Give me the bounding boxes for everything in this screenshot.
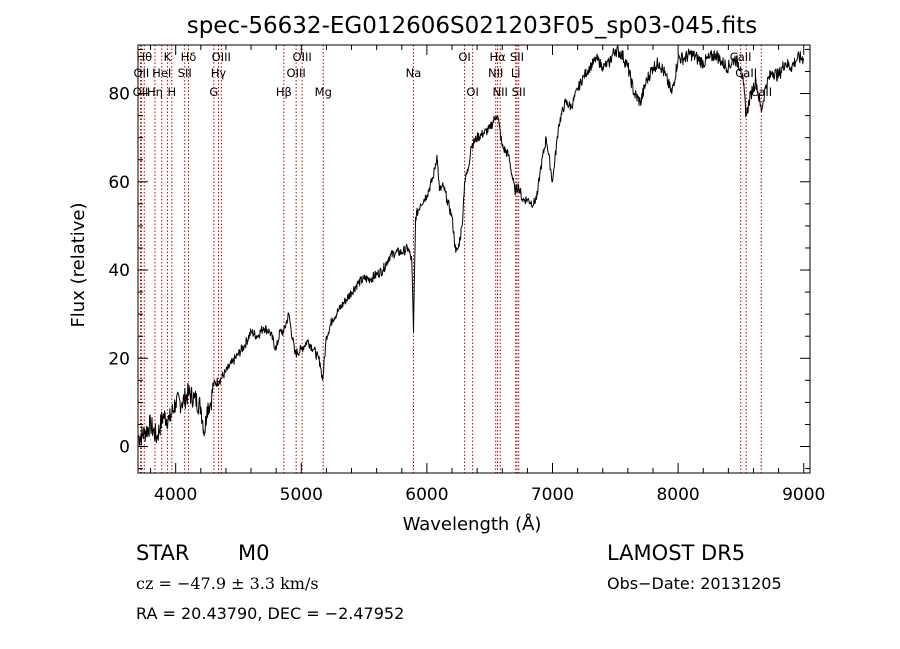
y-axis: 0 20 40 60 80 bbox=[108, 48, 810, 470]
spectral-line-label: OI bbox=[466, 85, 478, 99]
spectral-line-label: SII bbox=[510, 50, 524, 64]
spectral-line-label: Hδ bbox=[181, 50, 197, 64]
y-axis-label: Flux (relative) bbox=[68, 202, 89, 327]
spectral-line-label: H bbox=[167, 85, 176, 99]
spectral-line-label: Li bbox=[511, 66, 521, 80]
plot-frame bbox=[137, 44, 811, 474]
y-tick-label: 20 bbox=[108, 349, 130, 369]
spectral-line-label: K bbox=[164, 50, 172, 64]
x-tick-label: 9000 bbox=[782, 485, 825, 505]
spectral-line-label: G bbox=[209, 85, 218, 99]
spectral-line-label: OIII bbox=[287, 66, 306, 80]
spectral-line-label: Hθ bbox=[136, 50, 152, 64]
spectral-line-label: Hγ bbox=[211, 66, 227, 80]
spectral-line-label: Mg bbox=[315, 85, 332, 99]
x-tick-label: 8000 bbox=[656, 485, 699, 505]
x-tick-label: 7000 bbox=[531, 485, 574, 505]
spectral-line-markers bbox=[140, 45, 762, 473]
x-axis: 4000 5000 6000 7000 8000 9000 bbox=[150, 45, 825, 505]
chart-title: spec-56632-EG012606S021203F05_sp03-045.f… bbox=[187, 13, 758, 39]
spectral-line-label: Na bbox=[406, 66, 422, 80]
spectral-line-label: Hη bbox=[147, 85, 163, 99]
spectral-line-label: SII bbox=[512, 85, 526, 99]
spectral-line-label: OIII bbox=[212, 50, 231, 64]
spectral-line-label: OII bbox=[133, 85, 149, 99]
survey-release: LAMOST DR5 bbox=[607, 541, 746, 565]
x-tick-label: 4000 bbox=[154, 485, 197, 505]
spectral-line-label: OII bbox=[133, 66, 149, 80]
spectral-line-label: NII bbox=[493, 85, 508, 99]
spectral-line-label: OIII bbox=[293, 50, 312, 64]
y-tick-label: 0 bbox=[119, 438, 130, 458]
y-tick-label: 60 bbox=[108, 173, 130, 193]
x-tick-label: 6000 bbox=[405, 485, 448, 505]
x-axis-label: Wavelength (Å) bbox=[403, 513, 542, 535]
y-tick-label: 80 bbox=[108, 85, 130, 105]
ra-dec-coordinates: RA = 20.43790, DEC = −2.47952 bbox=[136, 604, 405, 623]
spectral-line-label: Hα bbox=[489, 50, 506, 64]
spectrum-series-line bbox=[137, 45, 805, 446]
redshift-velocity: cz = −47.9 ± 3.3 km/s bbox=[136, 574, 319, 593]
spectral-line-label: HeI bbox=[152, 66, 171, 80]
spectral-line-label: OI bbox=[458, 50, 470, 64]
object-subclass: M0 bbox=[238, 541, 270, 565]
spectral-line-label: NII bbox=[488, 66, 503, 80]
spectral-line-label: SII bbox=[178, 66, 192, 80]
y-tick-label: 40 bbox=[108, 261, 130, 281]
x-tick-label: 5000 bbox=[280, 485, 323, 505]
object-class: STAR bbox=[136, 541, 190, 565]
spectral-line-label: Hβ bbox=[276, 85, 292, 99]
observation-date: Obs−Date: 20131205 bbox=[607, 574, 782, 593]
